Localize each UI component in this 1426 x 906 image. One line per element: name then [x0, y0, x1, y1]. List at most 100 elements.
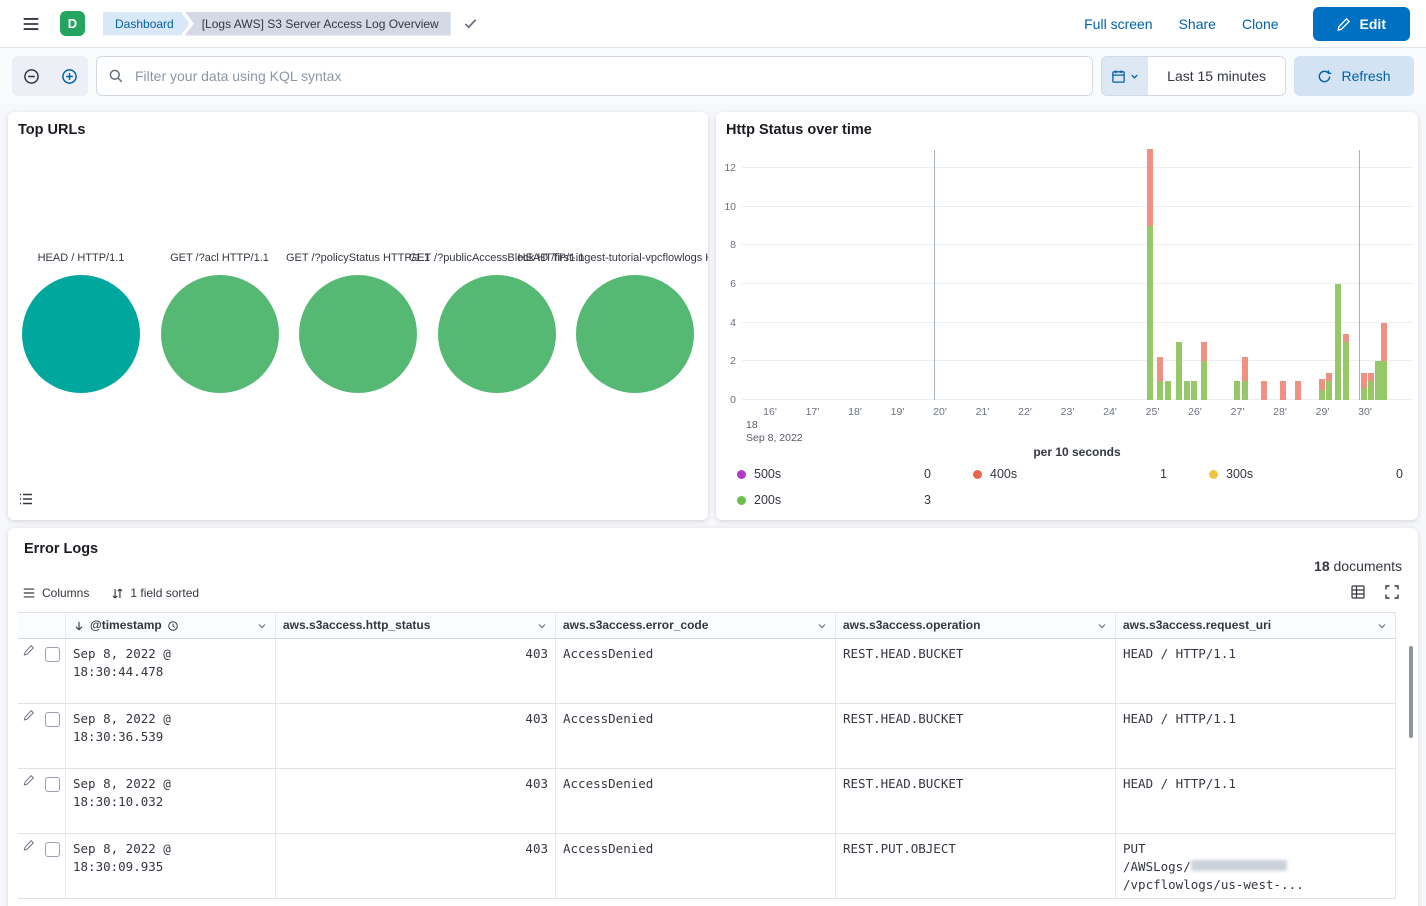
bar[interactable]	[1361, 372, 1368, 400]
bar[interactable]	[1157, 357, 1164, 400]
bar[interactable]	[1147, 148, 1154, 400]
cell-request-uri[interactable]: PUT /AWSLogs//vpcflowlogs/us-west-...	[1116, 834, 1396, 899]
bar[interactable]	[1343, 334, 1350, 400]
row-checkbox[interactable]	[45, 777, 60, 792]
legend-dot-icon	[737, 469, 746, 479]
add-filter-button[interactable]	[50, 56, 88, 96]
cell-timestamp[interactable]: Sep 8, 2022 @ 18:30:10.032	[66, 769, 276, 834]
space-avatar[interactable]: D	[60, 11, 85, 36]
pie-slice[interactable]	[576, 275, 694, 393]
cell-operation[interactable]: REST.HEAD.BUCKET	[836, 639, 1116, 704]
column-header-aws-s3access-operation[interactable]: aws.s3access.operation	[836, 612, 1116, 639]
bar[interactable]	[1191, 380, 1198, 400]
table-scrollbar[interactable]	[1409, 646, 1413, 738]
expand-row-button[interactable]	[18, 834, 40, 899]
bar[interactable]	[1318, 378, 1325, 400]
pie-slice[interactable]	[299, 275, 417, 393]
full-screen-button[interactable]: Full screen	[1084, 15, 1153, 32]
cell-error-code[interactable]: AccessDenied	[556, 704, 836, 769]
minus-circle-icon	[23, 68, 40, 85]
bar-segment-200s	[1242, 380, 1249, 400]
menu-button[interactable]	[16, 8, 46, 40]
legend-dot-icon	[973, 469, 982, 479]
bar[interactable]	[1233, 380, 1240, 400]
cell-operation[interactable]: REST.PUT.OBJECT	[836, 834, 1116, 899]
cell-error-code[interactable]: AccessDenied	[556, 769, 836, 834]
bar-segment-200s	[1380, 361, 1387, 400]
kql-search-input[interactable]	[96, 56, 1094, 96]
bar-segment-400s	[1318, 378, 1325, 391]
columns-button[interactable]: Columns	[22, 586, 89, 600]
cell-http-status[interactable]: 403	[276, 834, 556, 899]
sort-fields-button[interactable]: 1 field sorted	[111, 586, 199, 600]
clock-icon	[167, 620, 179, 632]
cell-error-code[interactable]: AccessDenied	[556, 834, 836, 899]
bar[interactable]	[1201, 342, 1208, 400]
edit-button[interactable]: Edit	[1312, 6, 1410, 41]
clone-button[interactable]: Clone	[1241, 15, 1279, 32]
expand-row-icon	[23, 644, 35, 656]
legend-dot-icon	[1209, 469, 1218, 479]
legend-toggle-button[interactable]	[18, 491, 34, 510]
legend-value: 1	[1160, 467, 1167, 481]
pie-slice[interactable]	[160, 275, 279, 393]
row-checkbox[interactable]	[45, 842, 60, 857]
cell-request-uri[interactable]: HEAD / HTTP/1.1	[1116, 769, 1396, 834]
column-header--timestamp[interactable]: @timestamp	[66, 612, 276, 639]
date-picker-calendar-button[interactable]	[1102, 57, 1149, 95]
x-axis-title: per 10 seconds	[1033, 445, 1121, 459]
cell-request-uri[interactable]: HEAD / HTTP/1.1	[1116, 639, 1396, 704]
bar[interactable]	[1367, 372, 1374, 400]
column-header-aws-s3access-http-status[interactable]: aws.s3access.http_status	[276, 612, 556, 639]
column-header-aws-s3access-error-code[interactable]: aws.s3access.error_code	[556, 612, 836, 639]
cell-http-status[interactable]: 403	[276, 769, 556, 834]
bar[interactable]	[1380, 322, 1387, 400]
x-axis-label: 22'	[1018, 406, 1032, 418]
row-checkbox[interactable]	[45, 712, 60, 727]
cell-operation[interactable]: REST.HEAD.BUCKET	[836, 704, 1116, 769]
time-range-button[interactable]: Last 15 minutes	[1148, 57, 1285, 95]
legend-item-300s[interactable]: 300s 0	[1209, 467, 1403, 481]
refresh-button[interactable]: Refresh	[1294, 56, 1414, 96]
filter-ignore-button[interactable]	[12, 56, 50, 96]
expand-row-button[interactable]	[18, 704, 40, 769]
legend-item-200s[interactable]: 200s 3	[737, 493, 931, 507]
x-axis-label: 18'	[848, 406, 862, 418]
cell-error-code[interactable]: AccessDenied	[556, 639, 836, 704]
expand-row-button[interactable]	[18, 639, 40, 704]
grid-density-icon	[1350, 584, 1366, 600]
column-header-aws-s3access-request-uri[interactable]: aws.s3access.request_uri	[1116, 612, 1396, 639]
bar[interactable]	[1374, 361, 1381, 400]
legend-item-400s[interactable]: 400s 1	[973, 467, 1167, 481]
share-button[interactable]: Share	[1178, 15, 1216, 32]
cell-timestamp[interactable]: Sep 8, 2022 @ 18:30:36.539	[66, 704, 276, 769]
bar[interactable]	[1294, 380, 1301, 400]
bar[interactable]	[1280, 380, 1287, 400]
bar[interactable]	[1325, 372, 1332, 400]
row-checkbox[interactable]	[45, 647, 60, 662]
bar[interactable]	[1175, 342, 1182, 400]
bar[interactable]	[1334, 284, 1341, 400]
breadcrumb-dashboard[interactable]: Dashboard	[103, 12, 190, 36]
cell-timestamp[interactable]: Sep 8, 2022 @ 18:30:44.478	[66, 639, 276, 704]
fullscreen-table-button[interactable]	[1384, 584, 1400, 603]
panel-top-urls: Top URLs HEAD / HTTP/1.1 GET /?acl HTTP/1…	[8, 112, 708, 520]
bar[interactable]	[1260, 380, 1267, 400]
cell-request-uri[interactable]: HEAD / HTTP/1.1	[1116, 704, 1396, 769]
pie-item: GET /?publicAccessBlock HTTP/1.1	[409, 252, 584, 393]
bar[interactable]	[1184, 380, 1191, 400]
pie-slice[interactable]	[22, 275, 140, 393]
legend-value: 3	[924, 493, 931, 507]
display-options-button[interactable]	[1350, 584, 1366, 603]
bar[interactable]	[1242, 357, 1249, 400]
pie-item: HEAD / HTTP/1.1	[14, 252, 148, 393]
legend-item-500s[interactable]: 500s 0	[737, 467, 931, 481]
cell-timestamp[interactable]: Sep 8, 2022 @ 18:30:09.935	[66, 834, 276, 899]
expand-row-button[interactable]	[18, 769, 40, 834]
bar[interactable]	[1164, 380, 1171, 400]
cell-http-status[interactable]: 403	[276, 639, 556, 704]
pie-slice[interactable]	[437, 275, 556, 393]
x-axis-label: 17'	[805, 406, 820, 418]
cell-http-status[interactable]: 403	[276, 704, 556, 769]
cell-operation[interactable]: REST.HEAD.BUCKET	[836, 769, 1116, 834]
